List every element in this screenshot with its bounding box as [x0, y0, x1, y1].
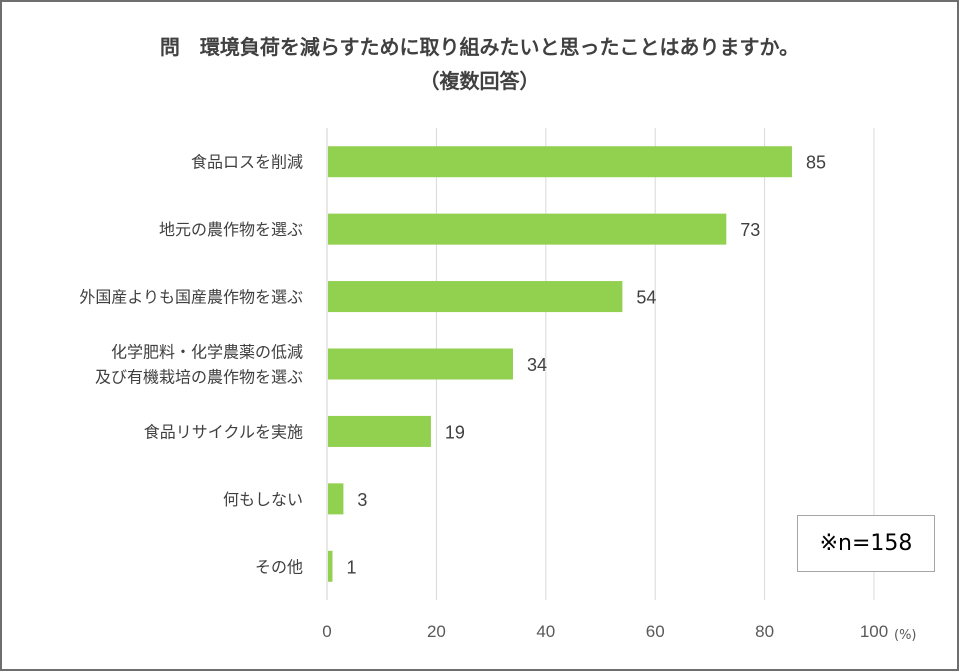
x-tick-label-60: 60	[646, 622, 665, 641]
bar-3	[328, 348, 513, 380]
x-unit-label: (%)	[894, 628, 917, 643]
category-label-5-0: 何もしない	[223, 490, 303, 509]
chart-title-line-2: （複数回答）	[419, 69, 540, 93]
x-tick-label-0: 0	[322, 622, 331, 641]
category-label-1-0: 地元の農作物を選ぶ	[159, 220, 303, 239]
sample-size-note: ※n=158	[797, 515, 935, 572]
bar-4	[328, 415, 431, 447]
bar-0	[328, 146, 792, 178]
data-label-3: 34	[527, 355, 547, 375]
chart-title-line-1: 問 環境負荷を減らすために取り組みたいと思ったことはありますか。	[159, 35, 800, 59]
category-label-0-0: 食品ロスを削減	[191, 153, 303, 172]
data-label-4: 19	[445, 422, 465, 442]
data-label-1: 73	[740, 220, 760, 240]
x-tick-label-20: 20	[427, 622, 446, 641]
x-tick-label-100: 100	[860, 622, 888, 641]
bar-1	[328, 213, 727, 245]
x-tick-label-80: 80	[755, 622, 774, 641]
data-label-0: 85	[806, 153, 826, 173]
data-label-6: 1	[346, 557, 356, 577]
data-label-2: 54	[636, 288, 656, 308]
category-label-2-0: 外国産よりも国産農作物を選ぶ	[79, 288, 303, 307]
chart-title: 問 環境負荷を減らすために取り組みたいと思ったことはありますか。 （複数回答）	[0, 30, 959, 98]
category-label-3-0: 化学肥料・化学農薬の低減	[111, 343, 303, 362]
category-label-3-1: 及び有機栽培の農作物を選ぶ	[95, 368, 303, 387]
bar-6	[328, 550, 333, 582]
category-label-4-0: 食品リサイクルを実施	[144, 422, 303, 441]
bar-2	[328, 281, 623, 313]
data-label-5: 3	[357, 490, 367, 510]
bar-5	[328, 483, 344, 515]
category-label-6-0: その他	[255, 557, 303, 576]
x-tick-label-40: 40	[536, 622, 555, 641]
